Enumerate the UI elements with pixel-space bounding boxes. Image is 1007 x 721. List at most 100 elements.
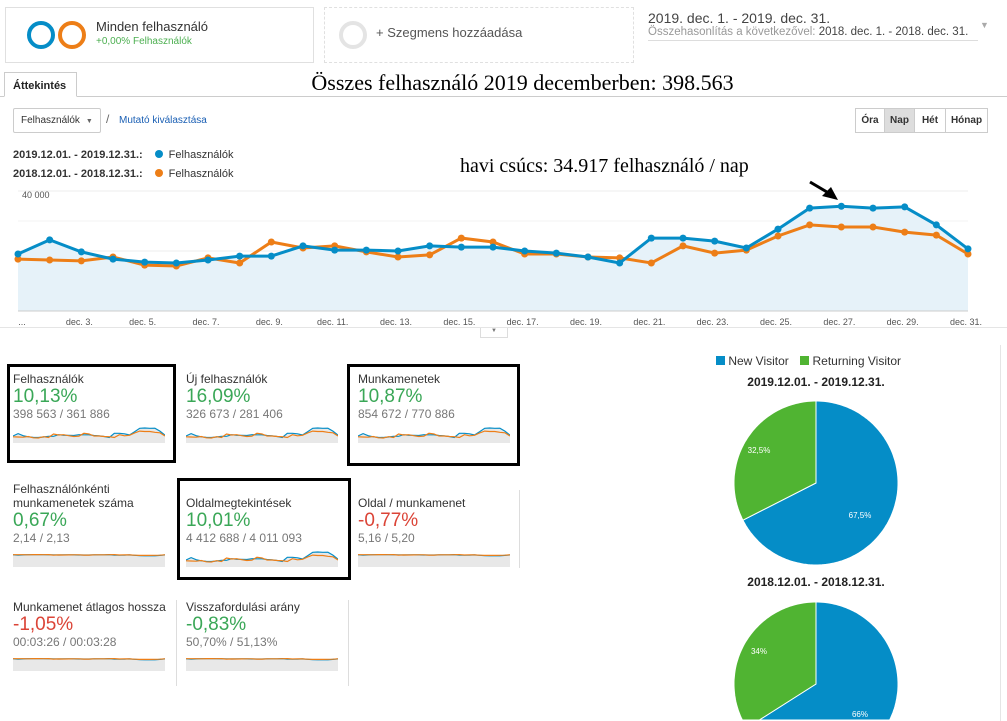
data-point — [77, 257, 85, 265]
legend-square-icon — [716, 356, 725, 365]
pie-slice-new — [757, 601, 899, 721]
date-range-main: 2019. dec. 1. - 2019. dec. 31. — [648, 10, 831, 26]
data-point — [932, 221, 940, 229]
data-point — [141, 258, 149, 266]
segment-compare-ring-icon — [58, 21, 86, 49]
panel-border — [1000, 345, 1001, 721]
x-tick-label: dec. 11. — [316, 317, 349, 327]
data-point — [14, 255, 22, 263]
metric-label: Felhasználók — [13, 372, 84, 386]
compare-label: Összehasonlítás a következővel: — [648, 26, 816, 38]
data-point — [457, 243, 465, 251]
data-point — [331, 246, 339, 254]
metric-tile[interactable]: Felhasználónkénti munkamenetek száma 0,6… — [13, 482, 173, 567]
data-point — [901, 203, 909, 211]
empty-segment-icon — [339, 21, 367, 49]
divider — [348, 600, 349, 686]
metric-values: 2,14 / 2,13 — [13, 531, 70, 545]
tab-divider — [0, 96, 1007, 97]
metric-label: Oldal / munkamenet — [358, 496, 466, 510]
sparkline — [186, 427, 338, 443]
metric-tile[interactable]: Felhasználók 10,13% 398 563 / 361 886 — [13, 372, 173, 443]
data-point — [552, 249, 560, 257]
metric-change: 10,13% — [13, 386, 78, 407]
pie-title: 2019.12.01. - 2019.12.31. — [747, 375, 885, 389]
data-point — [806, 221, 814, 229]
granularity-week-button[interactable]: Hét — [914, 108, 946, 133]
chevron-down-icon[interactable]: ▼ — [980, 20, 989, 30]
sparkline-previous — [186, 430, 338, 439]
x-tick-label: dec. 5. — [129, 317, 157, 327]
metric-tile[interactable]: Oldal / munkamenet -0,77% 5,16 / 5,20 — [358, 482, 518, 567]
granularity-hour-button[interactable]: Óra — [855, 108, 885, 133]
data-point — [362, 246, 370, 254]
sparkline-previous — [13, 553, 165, 557]
metric-values: 326 673 / 281 406 — [186, 407, 283, 421]
add-segment-button[interactable]: + Szegmens hozzáadása — [324, 7, 634, 63]
metric-label: Munkamenet átlagos hossza — [13, 600, 166, 614]
sparkline — [358, 427, 510, 443]
x-tick-label: dec. 3. — [65, 317, 93, 327]
x-tick-label: dec. 19. — [569, 317, 603, 327]
compare-range: 2018. dec. 1. - 2018. dec. 31. — [818, 26, 969, 38]
users-line-chart: 40 00020 000 — [14, 180, 972, 312]
metric-values: 398 563 / 361 886 — [13, 407, 110, 421]
data-point — [711, 237, 719, 245]
sparkline-fill — [186, 552, 338, 567]
x-tick-label: dec. 29. — [886, 317, 919, 327]
granularity-month-button[interactable]: Hónap — [945, 108, 988, 133]
metric-label: Oldalmegtekintések — [186, 496, 292, 510]
metric-values: 00:03:26 / 00:03:28 — [13, 635, 117, 649]
x-tick-label: dec. 9. — [255, 317, 283, 327]
sparkline — [186, 657, 338, 671]
sparkline-fill — [186, 658, 338, 671]
metric-tile[interactable]: Munkamenet átlagos hossza -1,05% 00:03:2… — [13, 600, 173, 671]
x-tick-label: dec. 27. — [823, 317, 856, 327]
arrow-head-icon — [822, 187, 838, 200]
visitor-pie-charts: 67,5% 32,5% 66% 34% — [733, 400, 899, 721]
pie-label-returning: 32,5% — [748, 446, 771, 455]
data-point — [46, 256, 54, 264]
metric-tile[interactable]: Oldalmegtekintések 10,01% 4 412 688 / 4 … — [186, 482, 346, 567]
metric-values: 5,16 / 5,20 — [358, 531, 415, 545]
data-point — [457, 234, 465, 242]
metric-tile[interactable]: Visszafordulási arány -0,83% 50,70% / 51… — [186, 600, 346, 671]
granularity-day-button[interactable]: Nap — [884, 108, 915, 133]
pie-slice-returning — [733, 601, 817, 721]
data-point — [236, 259, 244, 267]
data-point — [267, 238, 275, 246]
sparkline — [358, 553, 510, 567]
pie-slice-new — [742, 400, 899, 566]
highlight-box — [347, 364, 520, 466]
metric-change: 10,01% — [186, 510, 251, 531]
sparkline-previous — [186, 657, 338, 661]
metric-label: Új felhasználók — [186, 372, 268, 386]
metric-change: -0,77% — [358, 510, 419, 531]
metric-change: -1,05% — [13, 614, 74, 635]
pie-legend: New Visitor Returning Visitor — [716, 354, 901, 368]
data-point — [14, 250, 22, 258]
metric-dropdown[interactable]: Felhasználók ▼ — [13, 108, 101, 133]
metric-tile[interactable]: Munkamenetek 10,87% 854 672 / 770 886 — [358, 372, 518, 443]
data-point — [394, 253, 402, 261]
metric-values: 854 672 / 770 886 — [358, 407, 455, 421]
segment-all-users[interactable]: Minden felhasználó +0,00% Felhasználók — [5, 7, 314, 63]
metric-change: 16,09% — [186, 386, 251, 407]
metric-tile[interactable]: Új felhasználók 16,09% 326 673 / 281 406 — [186, 372, 346, 443]
data-point — [679, 242, 687, 250]
pie-label-new: 67,5% — [849, 511, 872, 520]
collapse-chart-icon[interactable]: ▼ — [480, 328, 508, 338]
metric-label: Felhasználónkénti munkamenetek száma — [13, 482, 134, 510]
select-metric-link[interactable]: Mutató kiválasztása — [119, 115, 207, 126]
data-point — [679, 234, 687, 242]
data-point — [837, 202, 845, 210]
sparkline-fill — [358, 428, 510, 443]
data-point — [901, 228, 909, 236]
date-range-picker[interactable]: 2019. dec. 1. - 2019. dec. 31. Összehaso… — [648, 10, 978, 41]
sparkline-previous — [13, 657, 165, 661]
data-point — [584, 253, 592, 261]
sparkline-fill — [13, 554, 165, 567]
data-point — [869, 204, 877, 212]
data-point — [426, 242, 434, 250]
tab-overview[interactable]: Áttekintés — [4, 72, 77, 97]
